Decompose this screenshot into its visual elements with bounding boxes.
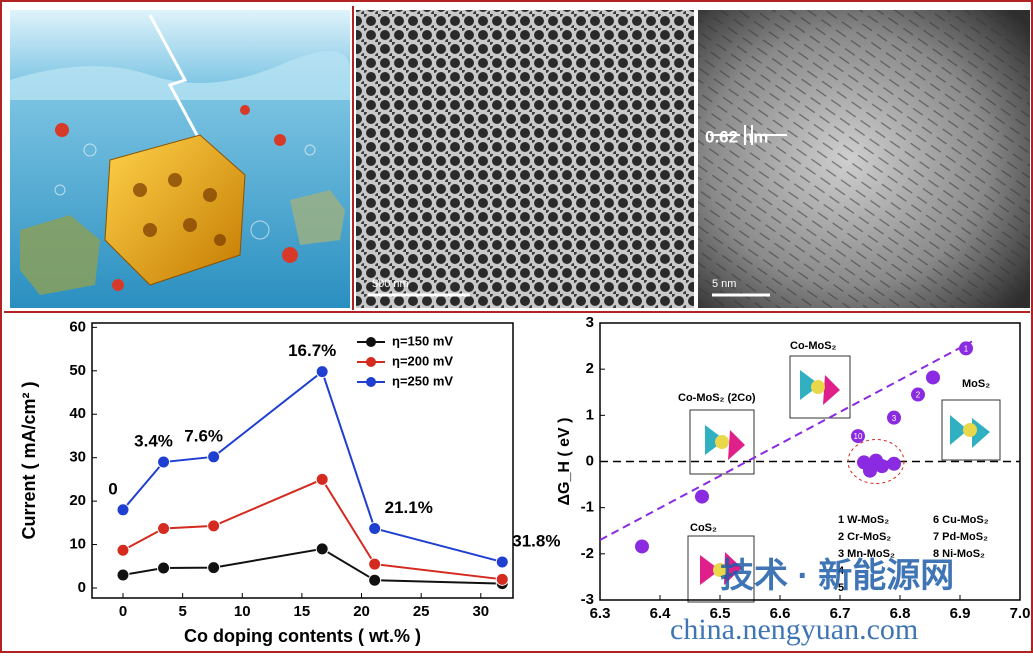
point: [695, 490, 709, 504]
point-label: 3: [892, 414, 897, 423]
x-tick-label: 20: [353, 603, 370, 620]
point: [117, 569, 129, 581]
y-tick-label: 20: [69, 492, 86, 509]
annotation: 3.4%: [134, 432, 173, 451]
y-tick-label: 0: [78, 579, 86, 596]
figure: 500 nm 0.62 nm 5 nm 05101520253001020304…: [0, 0, 1033, 653]
x-tick-label: 25: [413, 603, 430, 620]
point: [887, 457, 901, 471]
point: [158, 522, 170, 534]
illustration-panel: [10, 10, 350, 308]
point: [875, 459, 889, 473]
legend-marker: [366, 377, 376, 387]
legend-marker: [366, 337, 376, 347]
annotation: 31.8%: [512, 531, 560, 550]
y-tick-label: 1: [586, 406, 594, 423]
y-tick-label: -1: [581, 499, 594, 516]
y-tick-label: 10: [69, 536, 86, 553]
annotation: 7.6%: [184, 426, 223, 445]
point-label: 10: [854, 432, 863, 441]
y-axis-label: Current ( mA/cm² ): [19, 381, 39, 539]
y-tick-label: -3: [581, 591, 594, 608]
point: [158, 562, 170, 574]
legend-label: η=150 mV: [392, 333, 453, 348]
x-tick-label: 30: [472, 603, 489, 620]
point: [369, 574, 381, 586]
point-label: 1: [964, 345, 969, 354]
y-tick-label: 30: [69, 449, 86, 466]
y-axis-label: ΔG_H ( eV ): [556, 418, 573, 506]
series-line: [123, 549, 502, 584]
x-tick-label: 6.4: [650, 605, 672, 622]
x-tick-label: 10: [234, 603, 251, 620]
point: [316, 473, 328, 485]
annotation: 21.1%: [385, 498, 433, 517]
x-tick-label: 0: [119, 603, 127, 620]
x-axis-label: Co doping contents ( wt.% ): [184, 626, 421, 646]
tem-panel: 0.62 nm 5 nm: [698, 10, 1030, 308]
annotation: CoS₂: [690, 522, 717, 534]
y-tick-label: 2: [586, 360, 594, 377]
scale-label: 500 nm: [372, 278, 409, 290]
watermark: china.nengyuan.com: [670, 613, 918, 646]
point: [208, 562, 220, 574]
legend-label: 2 Cr-MoS₂: [838, 531, 891, 543]
y-tick-label: 3: [586, 314, 594, 331]
point: [117, 544, 129, 556]
point: [926, 370, 940, 384]
point: [369, 558, 381, 570]
annotation: 16.7%: [288, 341, 336, 360]
watermark: 技术 · 新能源网: [720, 557, 954, 595]
point: [496, 573, 508, 585]
legend-label: η=250 mV: [392, 373, 453, 388]
y-tick-label: 40: [69, 405, 86, 422]
point-label: 2: [916, 391, 921, 400]
scale-label: 5 nm: [712, 278, 736, 290]
point: [316, 543, 328, 555]
point: [635, 539, 649, 553]
y-tick-label: -2: [581, 545, 594, 562]
x-tick-label: 6.9: [950, 605, 971, 622]
sem-panel: 500 nm: [356, 10, 694, 308]
y-tick-label: 0: [586, 452, 594, 469]
legend-label: 7 Pd-MoS₂: [933, 531, 988, 543]
point: [208, 520, 220, 532]
point: [117, 504, 129, 516]
annotation: Co-MoS₂: [790, 340, 837, 352]
legend-label: 6 Cu-MoS₂: [933, 514, 989, 526]
y-tick-label: 60: [69, 318, 86, 335]
legend-marker: [366, 357, 376, 367]
point: [158, 456, 170, 468]
annotation: Co-MoS₂ (2Co): [678, 392, 756, 404]
legend-label: η=200 mV: [392, 353, 453, 368]
annotation: MoS₂: [962, 378, 990, 390]
point: [369, 522, 381, 534]
trendline: [600, 341, 972, 540]
x-tick-label: 5: [178, 603, 186, 620]
y-tick-label: 50: [69, 362, 86, 379]
point: [208, 451, 220, 463]
point: [316, 366, 328, 378]
spacing-label: 0.62 nm: [705, 127, 768, 146]
annotation: 0: [108, 479, 117, 498]
series-line: [123, 372, 502, 562]
series-line: [123, 479, 502, 579]
x-tick-label: 15: [294, 603, 311, 620]
point: [496, 556, 508, 568]
x-tick-label: 7.0: [1010, 605, 1031, 622]
point: [863, 464, 877, 478]
legend-label: 1 W-MoS₂: [838, 514, 889, 526]
